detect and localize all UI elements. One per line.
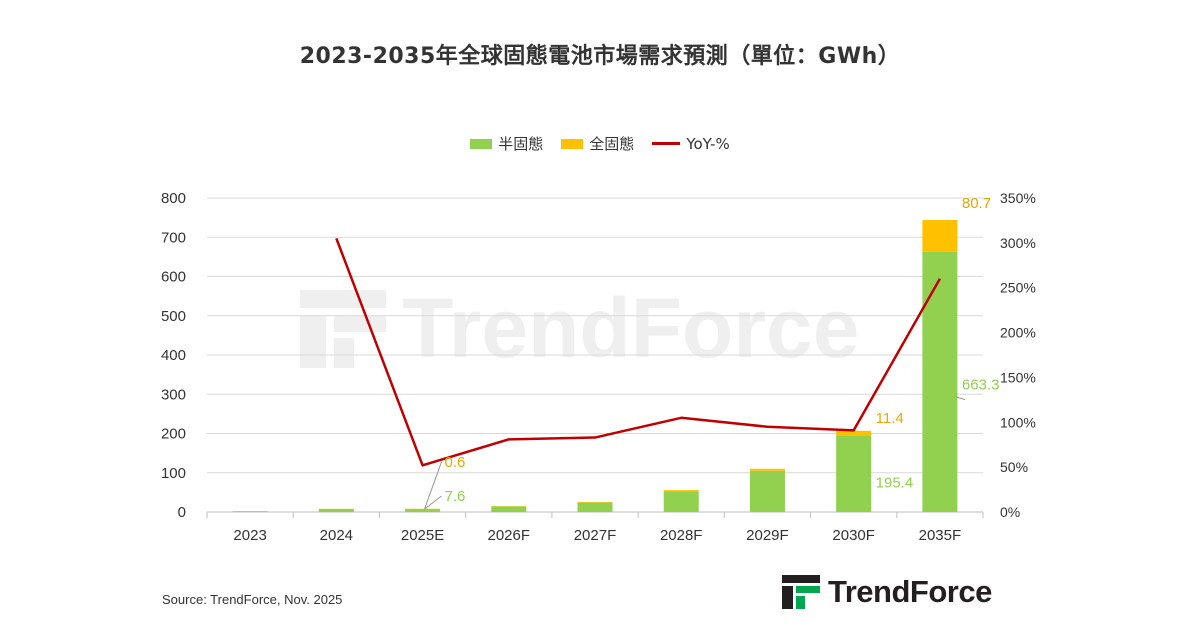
y-right-tick-label: 50% — [1000, 459, 1028, 475]
bar-full-solid — [922, 219, 958, 252]
bar-full-solid — [836, 430, 872, 436]
x-tick-label: 2025E — [401, 527, 444, 544]
bar-semi-solid — [405, 509, 441, 512]
bar-full-solid — [749, 468, 785, 471]
bar-semi-solid — [491, 506, 527, 512]
data-label-leader — [955, 396, 966, 401]
y-left-tick-label: 100 — [161, 465, 186, 482]
bar-semi-solid — [577, 502, 613, 512]
line-yoy — [335, 237, 941, 467]
y-right-tick-label: 250% — [1000, 280, 1036, 296]
chart-title: 2023-2035年全球固態電池市場需求預測（單位：GWh） — [299, 44, 901, 69]
data-label: 0.6 — [445, 454, 466, 471]
y-left-tick-label: 800 — [161, 190, 186, 207]
bar-full-solid — [577, 501, 613, 503]
legend-item-semi: 半固態 — [470, 133, 543, 154]
bar-semi-solid — [318, 508, 354, 512]
y-left-tick-label: 600 — [161, 269, 186, 286]
legend-item-yoy: YoY-% — [652, 133, 730, 154]
y-right-tick-label: 350% — [1000, 190, 1036, 206]
bar-semi-solid — [922, 251, 958, 512]
x-tick-label: 2028F — [660, 527, 703, 544]
data-label-leader — [424, 495, 442, 510]
x-tick-label: 2029F — [746, 527, 789, 544]
y-left-tick-label: 200 — [161, 426, 186, 443]
x-tick-label: 2026F — [488, 527, 531, 544]
y-left-tick-label: 700 — [161, 229, 186, 246]
bar-semi-solid — [749, 470, 785, 512]
legend-swatch-full — [561, 138, 584, 149]
source-note: Source: TrendForce, Nov. 2025 — [162, 592, 343, 607]
legend-label-semi: 半固態 — [498, 135, 544, 153]
trendforce-logo-icon — [782, 575, 820, 609]
x-tick-label: 2024 — [320, 527, 353, 544]
y-right-tick-label: 300% — [1000, 235, 1036, 251]
data-label-leader — [424, 461, 443, 509]
y-right-tick-label: 0% — [1000, 504, 1020, 520]
legend-swatch-semi — [470, 138, 493, 149]
data-label: 11.4 — [876, 410, 904, 427]
bar-semi-solid — [836, 435, 872, 512]
x-tick-label: 2027F — [574, 527, 617, 544]
y-left-tick-label: 500 — [161, 308, 186, 325]
legend-label-yoy: YoY-% — [686, 134, 730, 153]
legend-swatch-yoy — [652, 142, 681, 145]
brand-logo: TrendForce — [782, 574, 992, 610]
legend-item-full: 全固態 — [561, 133, 634, 154]
bar-semi-solid — [232, 511, 268, 512]
legend-label-full: 全固態 — [589, 135, 635, 153]
x-tick-label: 2030F — [832, 527, 875, 544]
y-left-tick-label: 400 — [161, 347, 186, 364]
y-right-tick-label: 150% — [1000, 369, 1036, 385]
bar-semi-solid — [663, 491, 699, 512]
y-right-tick-label: 200% — [1000, 325, 1036, 341]
y-right-tick-label: 100% — [1000, 414, 1036, 430]
data-label: 7.6 — [445, 488, 466, 505]
chart-legend: 半固態 全固態 YoY-% — [0, 133, 1200, 154]
y-left-tick-label: 300 — [161, 386, 186, 403]
y-left-tick-label: 0 — [178, 504, 186, 521]
x-tick-label: 2035F — [919, 527, 962, 544]
data-label: 80.7 — [962, 195, 991, 212]
data-label: 663.3 — [962, 377, 1000, 394]
data-label: 195.4 — [876, 474, 914, 491]
x-tick-label: 2023 — [233, 527, 266, 544]
bar-full-solid — [663, 490, 699, 492]
brand-name: TrendForce — [828, 574, 992, 609]
